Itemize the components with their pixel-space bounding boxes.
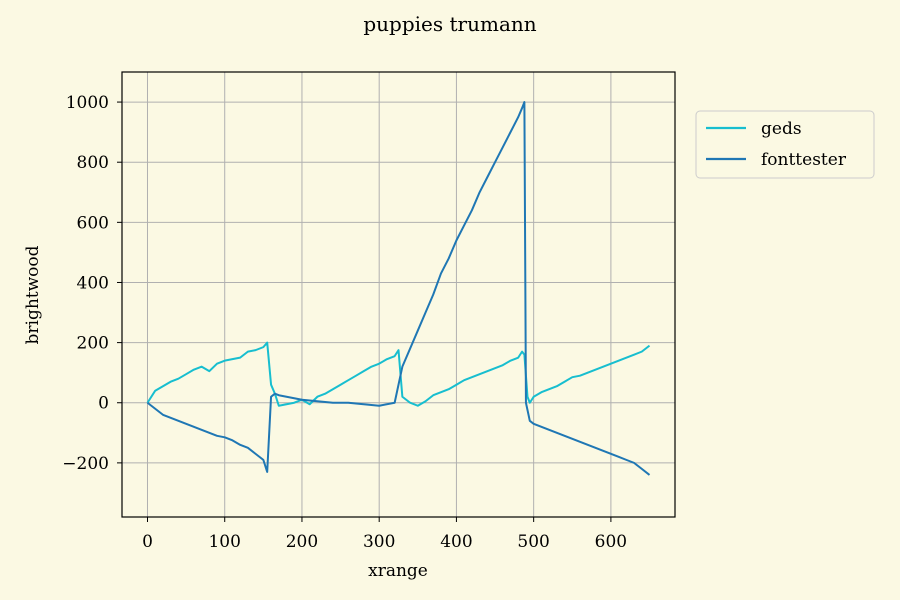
y-tick-label: 400 <box>77 273 109 293</box>
y-tick-label: 0 <box>98 394 109 414</box>
plot-frame <box>121 71 676 518</box>
chart-title: puppies trumann <box>363 12 536 36</box>
y-tick-label: 800 <box>77 153 109 173</box>
y-tick-label: 600 <box>77 213 109 233</box>
grid-lines <box>122 72 675 517</box>
y-tick-label: 200 <box>77 334 109 354</box>
y-tick-label: −200 <box>62 454 109 474</box>
y-axis-ticks: −200 0 200 400 600 800 1000 <box>62 93 122 474</box>
x-tick-label: 300 <box>363 532 395 552</box>
x-axis-ticks: 0 100 200 300 400 500 600 <box>142 517 627 552</box>
y-tick-label: 1000 <box>66 93 109 113</box>
series-lines <box>146 101 651 476</box>
legend-label-geds: geds <box>761 119 802 139</box>
legend-label-fonttester: fonttester <box>761 150 847 170</box>
series-line-fonttester <box>146 101 651 476</box>
x-tick-label: 100 <box>208 532 240 552</box>
x-tick-label: 0 <box>142 532 153 552</box>
legend: geds fonttester <box>695 110 875 179</box>
y-axis-label: brightwood <box>23 245 43 344</box>
x-tick-label: 200 <box>286 532 318 552</box>
x-tick-label: 400 <box>440 532 472 552</box>
x-axis-label: xrange <box>368 561 428 581</box>
x-tick-label: 600 <box>595 532 627 552</box>
x-tick-label: 500 <box>517 532 549 552</box>
